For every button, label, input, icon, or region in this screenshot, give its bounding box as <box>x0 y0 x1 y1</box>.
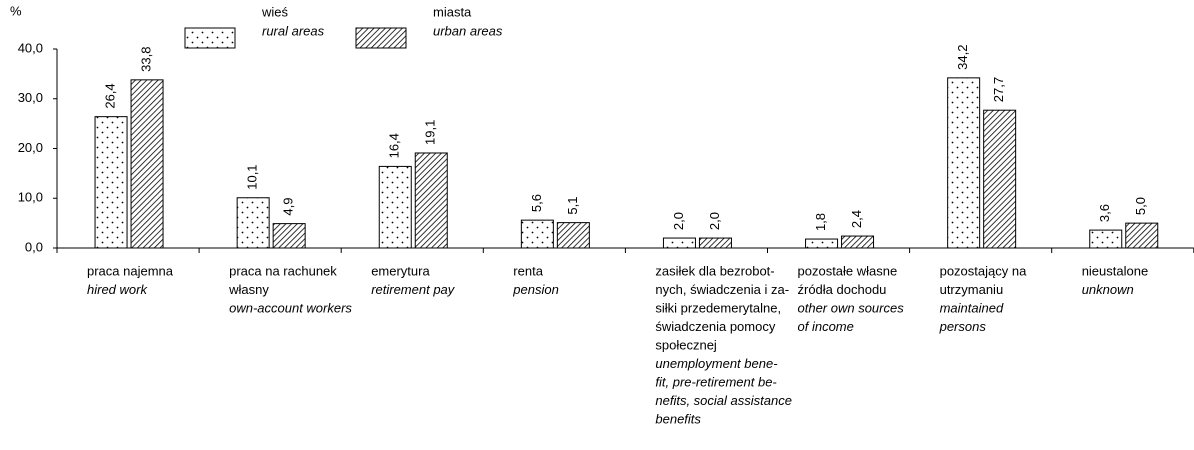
bar <box>236 197 270 249</box>
bar <box>1089 229 1123 249</box>
x-tick-label-en: benefits <box>655 411 701 426</box>
x-tick-label: własny <box>228 282 269 297</box>
x-tick-label: praca na rachunek <box>229 263 337 278</box>
bar <box>983 109 1017 249</box>
value-label: 2,4 <box>849 210 864 228</box>
bar <box>947 77 981 249</box>
x-tick-label: pozostający na <box>940 263 1027 278</box>
value-label: 34,2 <box>955 45 970 70</box>
y-tick-label: 20,0 <box>18 140 43 155</box>
x-tick-label: zasiłek dla bezrobot- <box>655 263 774 278</box>
x-tick-label-en: retirement pay <box>371 282 456 297</box>
bar <box>1125 222 1159 249</box>
x-tick-label: nych, świadczenia i za- <box>655 282 789 297</box>
x-tick-label: praca najemna <box>87 263 174 278</box>
x-tick-label-en: of income <box>798 319 854 334</box>
value-label: 5,1 <box>565 197 580 215</box>
x-tick-label-en: unemployment bene- <box>655 356 778 371</box>
value-label: 2,0 <box>671 212 686 230</box>
x-tick-label-en: pension <box>512 282 559 297</box>
value-label: 2,0 <box>707 212 722 230</box>
value-label: 4,9 <box>281 198 296 216</box>
value-label: 33,8 <box>138 47 153 72</box>
x-tick-label-en: own-account workers <box>229 300 352 315</box>
y-tick-label: 40,0 <box>18 40 43 55</box>
value-label: 5,0 <box>1133 197 1148 215</box>
bar <box>556 222 590 249</box>
x-tick-label-en: fit, pre-retirement be- <box>655 374 777 389</box>
y-tick-label: 0,0 <box>25 239 43 254</box>
legend-label: miasta <box>433 4 472 19</box>
bar <box>272 223 306 249</box>
legend-label-en: urban areas <box>433 23 503 38</box>
x-tick-label-en: other own sources <box>798 300 905 315</box>
bar <box>414 152 448 249</box>
x-tick-label-en: maintained <box>940 300 1004 315</box>
x-tick-label: emerytura <box>371 263 430 278</box>
x-tick-label: świadczenia pomocy <box>655 319 775 334</box>
bar <box>698 237 732 249</box>
y-tick-label: 30,0 <box>18 90 43 105</box>
x-tick-label: źródła dochodu <box>798 282 887 297</box>
bar <box>94 116 128 249</box>
x-tick-label-en: persons <box>939 319 987 334</box>
bar <box>130 79 164 249</box>
value-label: 10,1 <box>245 164 260 189</box>
value-label: 16,4 <box>387 133 402 158</box>
value-label: 3,6 <box>1097 204 1112 222</box>
y-axis-label: % <box>10 3 22 18</box>
value-label: 1,8 <box>813 213 828 231</box>
value-label: 27,7 <box>991 77 1006 102</box>
legend-label-en: rural areas <box>262 23 325 38</box>
value-label: 5,6 <box>529 194 544 212</box>
x-tick-label: renta <box>513 263 543 278</box>
x-tick-label: siłki przedemerytalne, <box>655 300 781 315</box>
bar <box>378 165 412 249</box>
x-tick-label: nieustalone <box>1082 263 1149 278</box>
x-tick-label-en: unknown <box>1082 282 1134 297</box>
legend-label: wieś <box>261 4 289 19</box>
x-tick-label-en: nefits, social assistance <box>655 393 792 408</box>
y-tick-label: 10,0 <box>18 190 43 205</box>
value-label: 26,4 <box>102 83 117 108</box>
bar <box>805 238 839 249</box>
bar <box>841 235 875 249</box>
x-tick-label: społecznej <box>655 337 717 352</box>
legend-swatch <box>184 27 236 49</box>
bar <box>520 219 554 249</box>
value-label: 19,1 <box>423 120 438 145</box>
bar <box>662 237 696 249</box>
x-tick-label: pozostałe własne <box>798 263 898 278</box>
x-tick-label-en: hired work <box>87 282 148 297</box>
x-tick-label: utrzymaniu <box>940 282 1004 297</box>
legend-swatch <box>355 27 407 49</box>
